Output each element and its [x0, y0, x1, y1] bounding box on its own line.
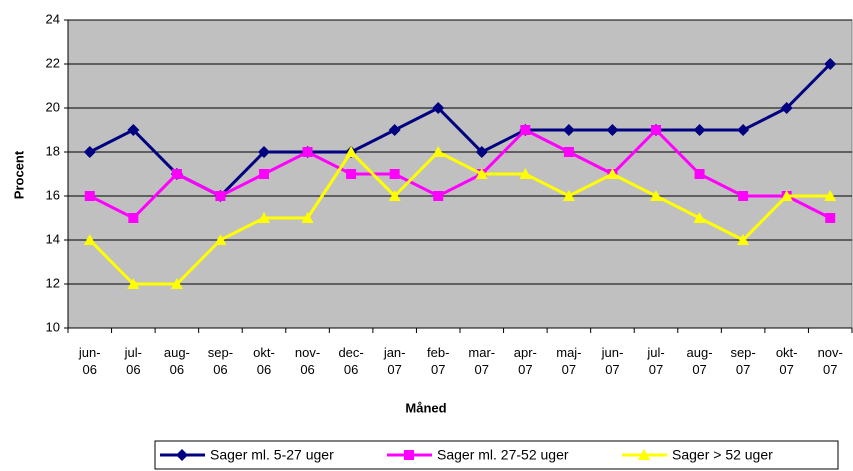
marker [258, 146, 270, 158]
marker [562, 190, 575, 201]
marker [170, 278, 183, 289]
x-tick-label: jun-07 [601, 345, 624, 377]
marker [520, 125, 531, 135]
marker [824, 190, 837, 201]
legend-box [154, 440, 839, 470]
marker [432, 146, 445, 157]
marker [475, 168, 488, 179]
x-tick-label: apr-07 [513, 345, 537, 377]
marker [693, 212, 706, 223]
y-tick-label: 18 [46, 143, 60, 158]
y-axis-label: Procent [11, 150, 26, 199]
marker [825, 213, 836, 223]
marker [389, 169, 400, 179]
marker [258, 212, 270, 223]
x-tick-label: okt-06 [253, 345, 275, 377]
y-tick-label: 20 [46, 99, 60, 114]
marker [824, 58, 837, 70]
marker [650, 190, 662, 201]
y-tick-label: 14 [46, 231, 60, 246]
marker [737, 234, 750, 245]
x-tick-label: feb-07 [427, 345, 450, 377]
marker [738, 191, 749, 201]
marker [433, 191, 444, 201]
y-tick-label: 12 [46, 275, 60, 290]
marker [475, 146, 488, 158]
y-tick-label: 16 [46, 187, 60, 202]
plot-area [67, 19, 853, 329]
x-tick-label: okt-07 [775, 345, 798, 377]
legend-label: Sager ml. 27-52 uger [437, 447, 569, 463]
marker [562, 124, 575, 136]
legend-label: Sager > 52 uger [672, 447, 773, 463]
marker [128, 213, 139, 223]
x-tick-label: dec-06 [338, 345, 364, 377]
y-tick-label: 24 [46, 11, 60, 26]
x-tick-label: jan-07 [383, 345, 406, 377]
y-tick-label: 22 [46, 55, 60, 70]
x-tick-label: jul-06 [124, 345, 142, 377]
marker [259, 169, 269, 179]
marker [780, 190, 793, 201]
marker [83, 234, 96, 245]
marker [519, 168, 532, 179]
marker [215, 191, 226, 201]
marker [388, 190, 401, 201]
x-tick-label: mar-07 [468, 345, 496, 377]
marker [171, 169, 182, 179]
marker [651, 125, 661, 135]
x-tick-label: nov-06 [294, 345, 321, 377]
legend-label: Sager ml. 5-27 uger [210, 447, 334, 463]
marker [302, 147, 313, 157]
marker [83, 146, 96, 158]
x-tick-label: aug-06 [163, 345, 190, 377]
marker [301, 212, 314, 223]
marker [638, 449, 650, 460]
marker [432, 102, 445, 114]
marker [606, 168, 619, 179]
marker [346, 169, 357, 179]
marker [214, 234, 227, 245]
x-tick-label: sep-07 [730, 345, 756, 377]
marker [737, 124, 750, 136]
marker [84, 191, 95, 201]
x-axis-label: Måned [405, 400, 446, 415]
x-tick-label: jul-07 [647, 345, 665, 377]
marker [127, 124, 140, 136]
marker [127, 278, 140, 289]
series-line [89, 127, 831, 220]
y-tick-label: 10 [46, 319, 60, 334]
marker [606, 124, 619, 136]
marker [694, 169, 705, 179]
series-line [88, 149, 831, 286]
marker [563, 147, 574, 157]
x-tick-label: sep-06 [207, 345, 234, 377]
x-tick-label: maj-07 [556, 345, 582, 377]
x-tick-label: jun-06 [78, 345, 101, 377]
marker [693, 124, 706, 136]
x-tick-label: aug-07 [686, 345, 713, 377]
marker [345, 146, 358, 157]
marker [176, 449, 188, 461]
marker [780, 102, 793, 114]
x-tick-label: nov-07 [817, 345, 843, 377]
marker [404, 450, 414, 460]
marker [388, 124, 401, 136]
